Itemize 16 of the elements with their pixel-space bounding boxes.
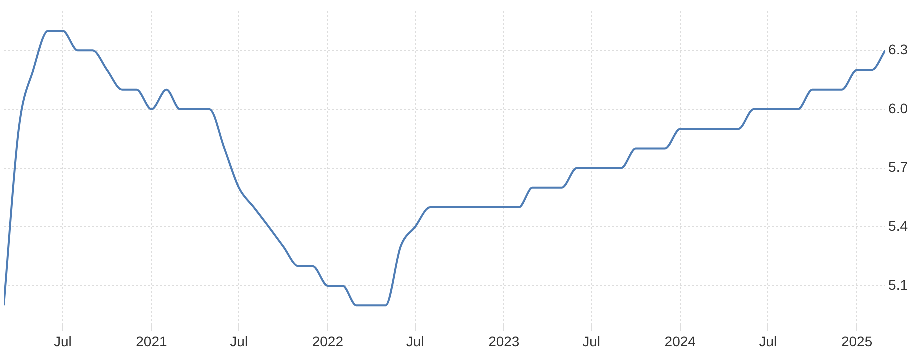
x-tick-label: 2025: [841, 333, 873, 350]
x-tick-label: 2023: [488, 333, 520, 350]
y-tick-label: 5.1: [888, 276, 908, 293]
x-tick-label: Jul: [54, 333, 72, 350]
x-tick-label: 2022: [312, 333, 344, 350]
x-tick-label: 2021: [136, 333, 168, 350]
x-tick-label: Jul: [406, 333, 424, 350]
y-tick-label: 5.7: [888, 159, 908, 176]
x-tick-label: Jul: [582, 333, 600, 350]
y-tick-label: 6.0: [888, 100, 908, 116]
x-tick-label: Jul: [230, 333, 248, 350]
y-tick-label: 5.4: [888, 218, 908, 234]
line-series: [4, 30, 886, 307]
x-tick-label: 2024: [664, 333, 696, 350]
x-tick-label: Jul: [759, 333, 778, 350]
y-tick-label: 6.3: [888, 41, 908, 58]
